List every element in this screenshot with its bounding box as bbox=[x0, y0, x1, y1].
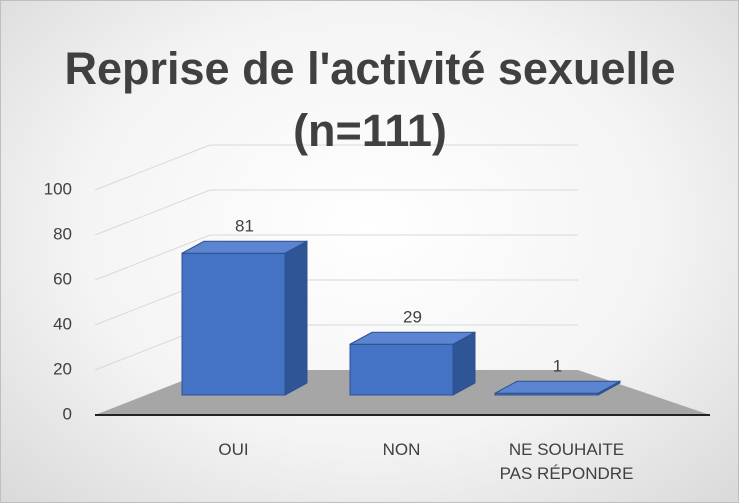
y-tick-label: 80 bbox=[53, 224, 72, 243]
grid-line bbox=[94, 279, 578, 326]
value-label: 29 bbox=[403, 308, 422, 327]
x-tick-label: NON bbox=[382, 440, 421, 459]
value-label: 81 bbox=[235, 217, 254, 236]
value-label: 1 bbox=[553, 357, 562, 376]
bar-face bbox=[494, 380, 621, 394]
bar bbox=[181, 240, 308, 396]
y-tick-label: 100 bbox=[44, 179, 72, 198]
y-tick-label: 40 bbox=[53, 314, 72, 333]
bar-face bbox=[181, 252, 286, 396]
bar-face bbox=[349, 343, 454, 396]
bar bbox=[494, 380, 621, 396]
grid-line bbox=[94, 189, 578, 236]
grid-line bbox=[94, 324, 578, 371]
x-tick-label: OUI bbox=[218, 440, 249, 459]
grid-line bbox=[94, 144, 578, 191]
bar-face bbox=[181, 240, 308, 254]
chart-title: Reprise de l'activité sexuelle (n=111) bbox=[64, 43, 676, 156]
y-tick-label: 60 bbox=[53, 269, 72, 288]
y-tick-label: 0 bbox=[63, 404, 72, 423]
bar bbox=[349, 331, 476, 396]
grid-line bbox=[94, 234, 578, 281]
bar-face bbox=[284, 240, 308, 396]
bar-face bbox=[349, 331, 476, 345]
x-tick-label: NE SOUHAITE PAS RÉPONDRE bbox=[499, 440, 634, 483]
y-tick-label: 20 bbox=[53, 359, 72, 378]
